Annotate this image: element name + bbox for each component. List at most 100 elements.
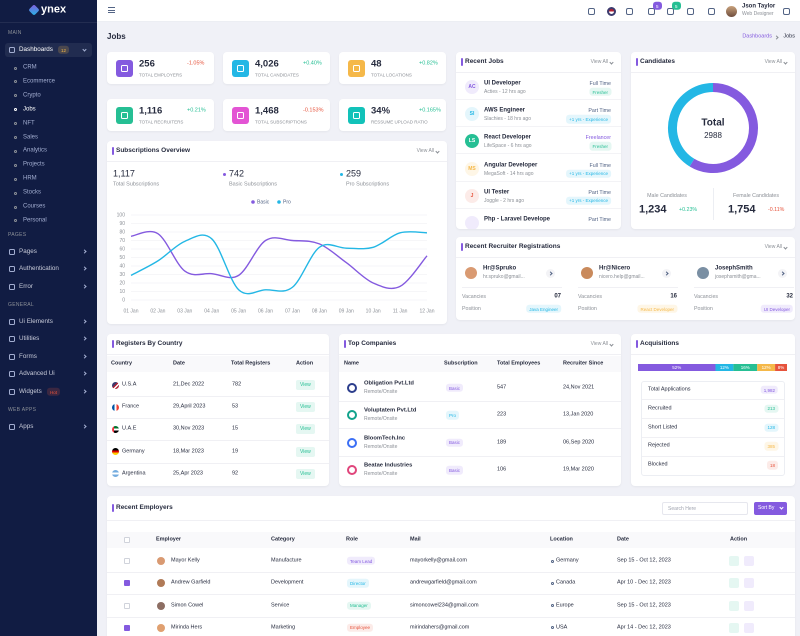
date: Sep 15 - Oct 12, 2023 (617, 557, 671, 564)
menu-toggle[interactable] (108, 7, 115, 8)
total: 15 (232, 426, 239, 433)
menu-toggle[interactable] (108, 9, 115, 11)
submenu-item[interactable]: HRM (23, 175, 37, 182)
stat-icon (348, 107, 365, 124)
submenu-item[interactable]: Stocks (23, 189, 42, 196)
submenu-item[interactable]: NFT (23, 120, 35, 126)
edit-button[interactable] (744, 556, 754, 566)
field-label: Position (462, 305, 481, 312)
download-button[interactable] (729, 622, 739, 633)
flag-icon[interactable] (607, 7, 616, 16)
submenu-item[interactable]: Jobs (23, 106, 36, 113)
date: 18,Mar 2023 (173, 448, 204, 455)
divider (107, 396, 329, 397)
chevron (82, 249, 87, 254)
view-button[interactable]: View (296, 380, 315, 390)
menu-toggle[interactable] (108, 12, 115, 14)
menu-item[interactable]: Widgets (19, 388, 42, 396)
view-button[interactable]: View (296, 402, 315, 413)
submenu-item[interactable]: CRM (23, 64, 37, 71)
title-bar (636, 58, 638, 66)
stat-value: 1,468 (255, 105, 279, 117)
arrow-button[interactable] (662, 268, 671, 278)
avatar: J (465, 188, 479, 203)
submenu-item[interactable]: Ecommerce (23, 78, 56, 85)
download-button[interactable] (729, 578, 739, 589)
checkbox[interactable] (124, 602, 130, 609)
menu-item[interactable]: Apps (19, 422, 34, 430)
candidate-label: Female Candidates (733, 192, 779, 199)
view-all[interactable]: View All (416, 148, 434, 154)
line-chart: Basic Pro 0 10 20 30 40 50 60 70 80 90 100 01 Jan 02 J… (117, 199, 435, 314)
menu-item[interactable]: Dashboards (19, 46, 53, 54)
category: Marketing (271, 624, 296, 631)
submenu-item[interactable]: Courses (23, 203, 46, 210)
edit-button[interactable] (744, 578, 754, 589)
stat-card: 4,026 +0.40% TOTAL CANDIDATES (223, 52, 330, 84)
chevron (82, 389, 87, 394)
submenu-item[interactable]: Analytics (23, 147, 48, 154)
arrow-button[interactable] (546, 268, 555, 278)
download-button[interactable] (729, 600, 739, 611)
logo-icon (28, 4, 40, 16)
header-icon[interactable] (783, 8, 790, 15)
avatar (157, 557, 165, 565)
view-button[interactable]: View (296, 424, 315, 435)
field-label: Vacancies (694, 293, 719, 300)
header-icon[interactable] (626, 8, 633, 15)
menu-item[interactable]: Error (19, 283, 33, 291)
view-button[interactable]: View (296, 446, 315, 457)
column-header: Action (730, 536, 748, 543)
avatar: SI (465, 107, 479, 122)
submenu-item[interactable]: Crypto (23, 92, 41, 99)
edit-button[interactable] (744, 600, 754, 611)
submenu-item[interactable]: Personal (23, 217, 47, 224)
avatar[interactable] (726, 6, 737, 17)
y-tick-label: 20 (119, 280, 125, 286)
checkbox[interactable] (124, 558, 130, 564)
search-box[interactable]: Search Here (662, 502, 748, 515)
divider (631, 72, 795, 73)
location-icon (551, 581, 554, 585)
header-icon[interactable] (708, 8, 715, 15)
download-button[interactable] (729, 556, 739, 566)
stat-icon (116, 107, 133, 124)
progress-segment (757, 364, 776, 371)
checkbox[interactable] (124, 580, 130, 587)
header-icon[interactable] (687, 8, 694, 15)
menu-item[interactable]: Advanced Ui (19, 370, 55, 378)
breadcrumb[interactable]: Dashboards (742, 33, 772, 40)
view-all[interactable]: View All (764, 244, 782, 250)
bullet (14, 149, 17, 153)
view-button[interactable]: View (296, 468, 315, 479)
divider (642, 437, 784, 438)
header-icon[interactable] (588, 8, 595, 15)
menu-item[interactable]: Pages (19, 248, 37, 256)
header-icon[interactable] (667, 8, 674, 15)
acquisition-value: 385 (764, 442, 778, 451)
menu-item[interactable]: Authentication (19, 265, 59, 273)
header-icon[interactable] (648, 8, 655, 15)
company-mode: Remote/Onsite (364, 389, 398, 395)
y-tick-label: 90 (119, 221, 125, 227)
submenu-item[interactable]: Sales (23, 133, 39, 140)
view-all[interactable]: View All (764, 59, 782, 65)
location: Europe (556, 602, 574, 609)
employer-name: Mayor Kelly (171, 557, 200, 564)
sort-button[interactable]: Sort By (754, 502, 787, 515)
stat-icon (232, 60, 249, 77)
menu-item[interactable]: Ui Elements (19, 317, 53, 325)
checkbox[interactable] (124, 624, 130, 631)
edit-button[interactable] (744, 622, 754, 633)
menu-item[interactable]: Forms (19, 353, 37, 361)
arrow-button[interactable] (778, 268, 787, 278)
view-all[interactable]: View All (590, 59, 608, 65)
menu-item[interactable]: Utilities (19, 335, 40, 343)
submenu-item[interactable]: Projects (23, 161, 45, 168)
view-all[interactable]: View All (590, 341, 608, 347)
total: 782 (232, 381, 242, 388)
bullet (14, 80, 17, 84)
checkbox[interactable] (124, 537, 130, 543)
column-header: Mail (410, 536, 421, 543)
stat-icon (116, 60, 133, 77)
